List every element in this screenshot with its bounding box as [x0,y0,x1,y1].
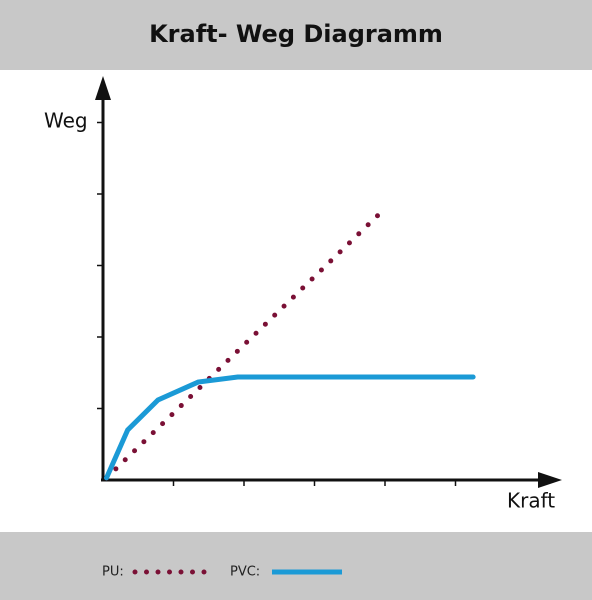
legend-label: PU: [102,565,124,580]
x-axis-arrow [538,472,562,488]
series-line [104,374,476,481]
y-axis-arrow [95,76,111,100]
header-band [0,0,592,70]
y-axis-label: Weg [44,109,88,133]
legend-label: PVC: [230,565,260,580]
footer-band [0,532,592,600]
x-axis-label: Kraft [507,489,555,513]
chart-title: Kraft- Weg Diagramm [149,20,443,48]
series-line [104,209,384,481]
